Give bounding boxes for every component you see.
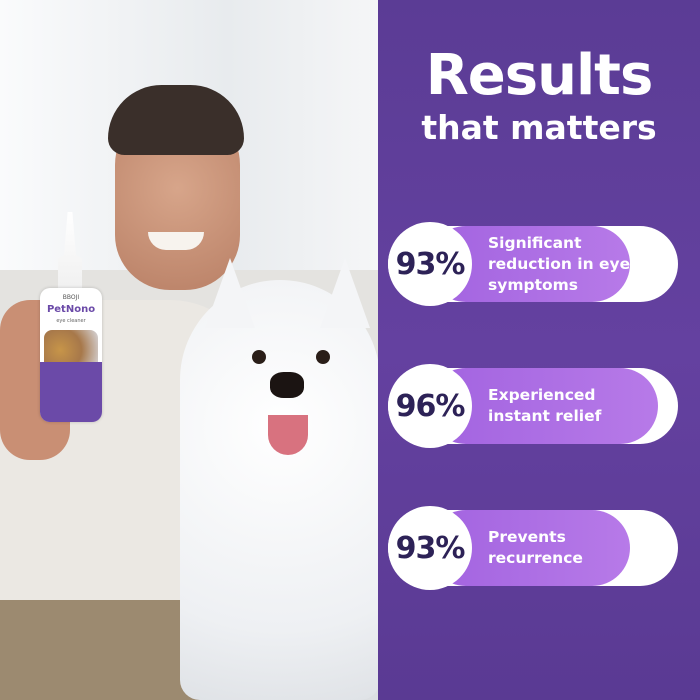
- stat-percent: 96%: [388, 364, 472, 448]
- samoyed-dog: [180, 280, 378, 700]
- lifestyle-photo: BBOJI PetNono eye cleaner: [0, 0, 378, 700]
- bottle-label-band: [40, 362, 102, 422]
- dog-eye-left: [252, 350, 266, 364]
- dog-nose: [270, 372, 304, 398]
- bottle-product-name: PetNono: [46, 304, 96, 315]
- man-hair: [108, 85, 244, 155]
- stat-percent: 93%: [388, 222, 472, 306]
- stat-label: Prevents recurrence: [488, 528, 583, 567]
- man-smile: [148, 232, 204, 250]
- dog-eye-right: [316, 350, 330, 364]
- stat-percent: 93%: [388, 506, 472, 590]
- results-panel: Results that matters: [378, 0, 700, 700]
- stat-label: Significant reduction in eye symptoms: [488, 233, 631, 294]
- heading-line1: Results: [425, 43, 654, 108]
- stat-card: 93% Prevents recurrence: [388, 506, 678, 590]
- product-bottle: BBOJI PetNono eye cleaner: [40, 288, 102, 422]
- bottle-subtitle: eye cleaner: [56, 318, 86, 324]
- stat-card: 96% Experienced instant relief: [388, 364, 678, 448]
- stat-label: Experienced instant relief: [488, 386, 602, 425]
- stat-card: 93% Significant reduction in eye symptom…: [388, 222, 678, 306]
- results-heading: Results that matters: [378, 44, 700, 148]
- bottle-brand: BBOJI: [62, 294, 80, 301]
- dog-tongue: [268, 415, 308, 455]
- heading-line2: that matters: [421, 108, 657, 147]
